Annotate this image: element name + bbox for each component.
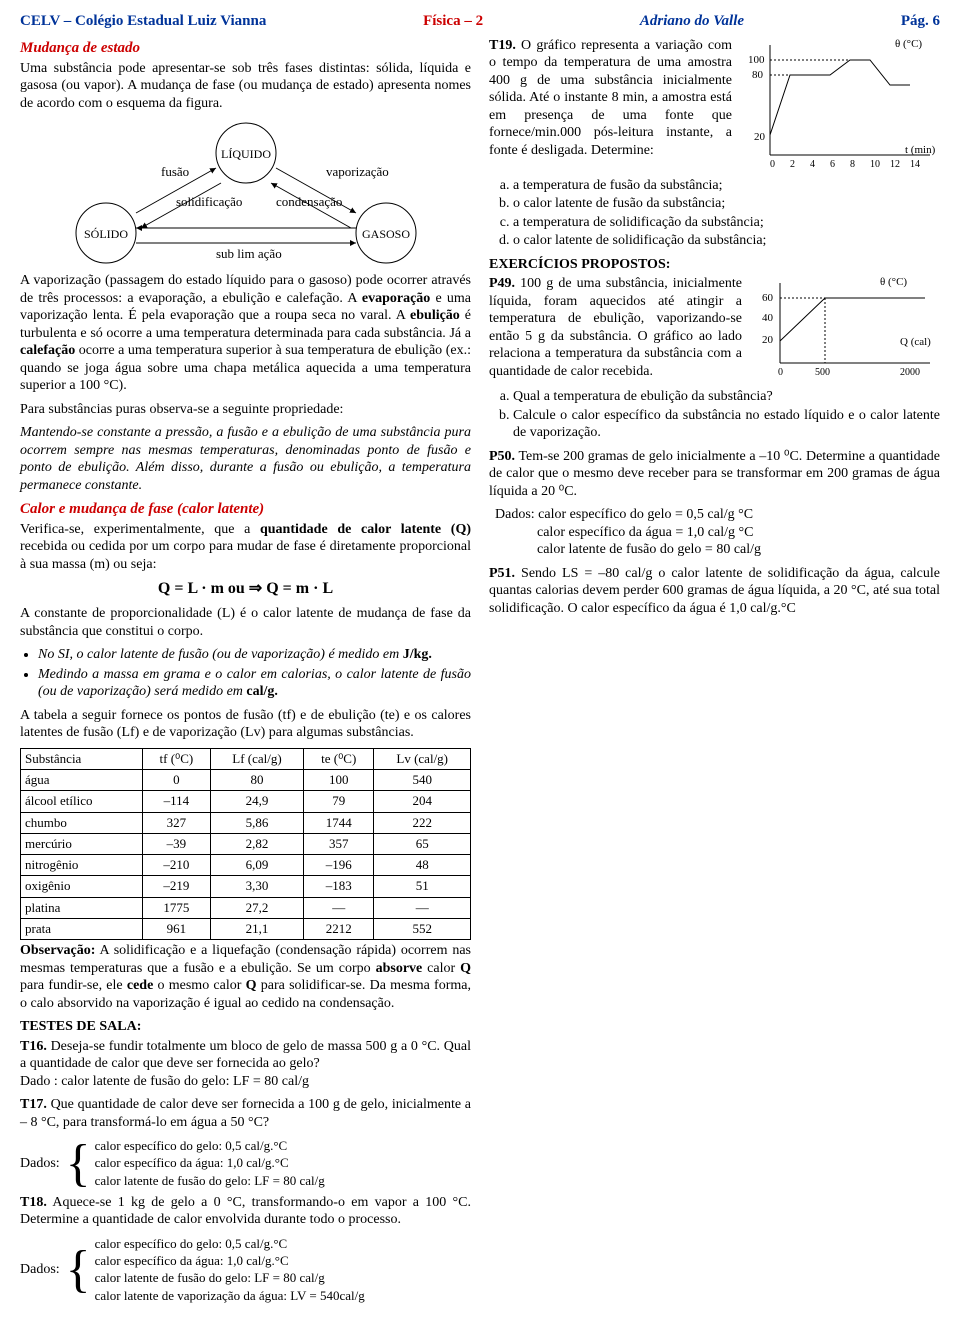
tests-header: TESTES DE SALA: (20, 1018, 471, 1036)
svg-text:10: 10 (870, 159, 880, 170)
props-lead: Para substâncias puras observa-se a segu… (20, 401, 471, 419)
svg-text:0: 0 (778, 367, 783, 378)
property-statement: Mantendo-se constante a pressão, a fusão… (20, 424, 471, 494)
svg-text:SÓLIDO: SÓLIDO (84, 227, 128, 241)
author: Adriano do Valle (640, 12, 744, 31)
svg-text:GASOSO: GASOSO (361, 227, 409, 241)
substance-table: Substânciatf (⁰C)Lf (cal/g)te (⁰C)Lv (ca… (20, 748, 471, 940)
svg-text:0: 0 (770, 159, 775, 170)
p49-block: P49. 100 g de uma substância, inicialmen… (489, 273, 940, 386)
svg-text:20: 20 (762, 334, 774, 346)
svg-text:solidificação: solidificação (176, 194, 242, 209)
svg-text:vaporização: vaporização (326, 164, 389, 179)
phase-diagram: LÍQUIDO SÓLIDO GASOSO fusão vaporização … (36, 118, 456, 268)
svg-text:LÍQUIDO: LÍQUIDO (221, 147, 271, 161)
svg-text:100: 100 (748, 54, 765, 66)
svg-text:60: 60 (762, 292, 774, 304)
t18-dados: Dados: { calor específico do gelo: 0,5 c… (20, 1235, 471, 1305)
svg-text:condensação: condensação (276, 194, 342, 209)
p50-dados: Dados: calor específico do gelo = 0,5 ca… (495, 506, 940, 559)
svg-text:2000: 2000 (900, 367, 920, 378)
svg-text:4: 4 (810, 159, 815, 170)
svg-text:sub lim ação: sub lim ação (216, 246, 282, 261)
t17: T17. Que quantidade de calor deve ser fo… (20, 1096, 471, 1131)
page-num: Pág. 6 (901, 12, 940, 31)
school-name: CELV – Colégio Estadual Luiz Vianna (20, 12, 266, 31)
svg-text:2: 2 (790, 159, 795, 170)
graph-p49: θ (°C) Q (cal) 60 40 20 0 500 2000 (750, 273, 940, 383)
svg-text:12: 12 (890, 159, 900, 170)
observation: Observação: A solidificação e a liquefaç… (20, 942, 471, 1012)
table-intro: A tabela a seguir fornece os pontos de f… (20, 707, 471, 742)
p50: P50. Tem-se 200 gramas de gelo inicialme… (489, 448, 940, 501)
t19-opts: a temperatura de fusão da substância;o c… (513, 177, 940, 250)
subject: Física – 2 (423, 12, 483, 31)
t18: T18. Aquece-se 1 kg de gelo a 0 °C, tran… (20, 1194, 471, 1229)
t17-dados: Dados: { calor específico do gelo: 0,5 c… (20, 1137, 471, 1190)
formula: Q = L · m ou ⇒ Q = m · L (20, 579, 471, 599)
svg-text:500: 500 (815, 367, 830, 378)
svg-text:Q (cal): Q (cal) (900, 336, 931, 348)
intro-paragraph: Uma substância pode apresentar-se sob tr… (20, 60, 471, 113)
graph-t19: θ (°C) t (min) 100 80 20 0 2 4 6 8 10 12 14 (740, 35, 940, 175)
svg-text:80: 80 (752, 69, 764, 81)
t19-block: T19. O gráfico representa a variação com… (489, 35, 940, 175)
section-mudanca-title: Mudança de estado (20, 39, 471, 58)
svg-text:θ (°C): θ (°C) (895, 38, 922, 50)
latent-p2: A constante de proporcionalidade (L) é o… (20, 605, 471, 640)
t16: T16. Deseja-se fundir totalmente um bloc… (20, 1038, 471, 1091)
svg-text:θ (°C): θ (°C) (880, 276, 907, 288)
p51: P51. Sendo LS = –80 cal/g o calor latent… (489, 565, 940, 618)
svg-text:20: 20 (754, 131, 766, 143)
page-header: CELV – Colégio Estadual Luiz Vianna Físi… (20, 12, 940, 31)
unit-notes: No SI, o calor latente de fusão (ou de v… (38, 646, 471, 701)
vaporization-paragraph: A vaporização (passagem do estado líquid… (20, 272, 471, 395)
exercises-header: EXERCÍCIOS PROPOSTOS: (489, 256, 940, 274)
p49-opts: Qual a temperatura de ebulição da substâ… (513, 388, 940, 442)
svg-text:14: 14 (910, 159, 920, 170)
svg-text:6: 6 (830, 159, 835, 170)
section-latente-title: Calor e mudança de fase (calor latente) (20, 500, 471, 519)
svg-text:t (min): t (min) (905, 144, 936, 156)
svg-text:8: 8 (850, 159, 855, 170)
latent-p1: Verifica-se, experimentalmente, que a qu… (20, 521, 471, 574)
svg-text:40: 40 (762, 312, 774, 324)
svg-text:fusão: fusão (161, 164, 189, 179)
